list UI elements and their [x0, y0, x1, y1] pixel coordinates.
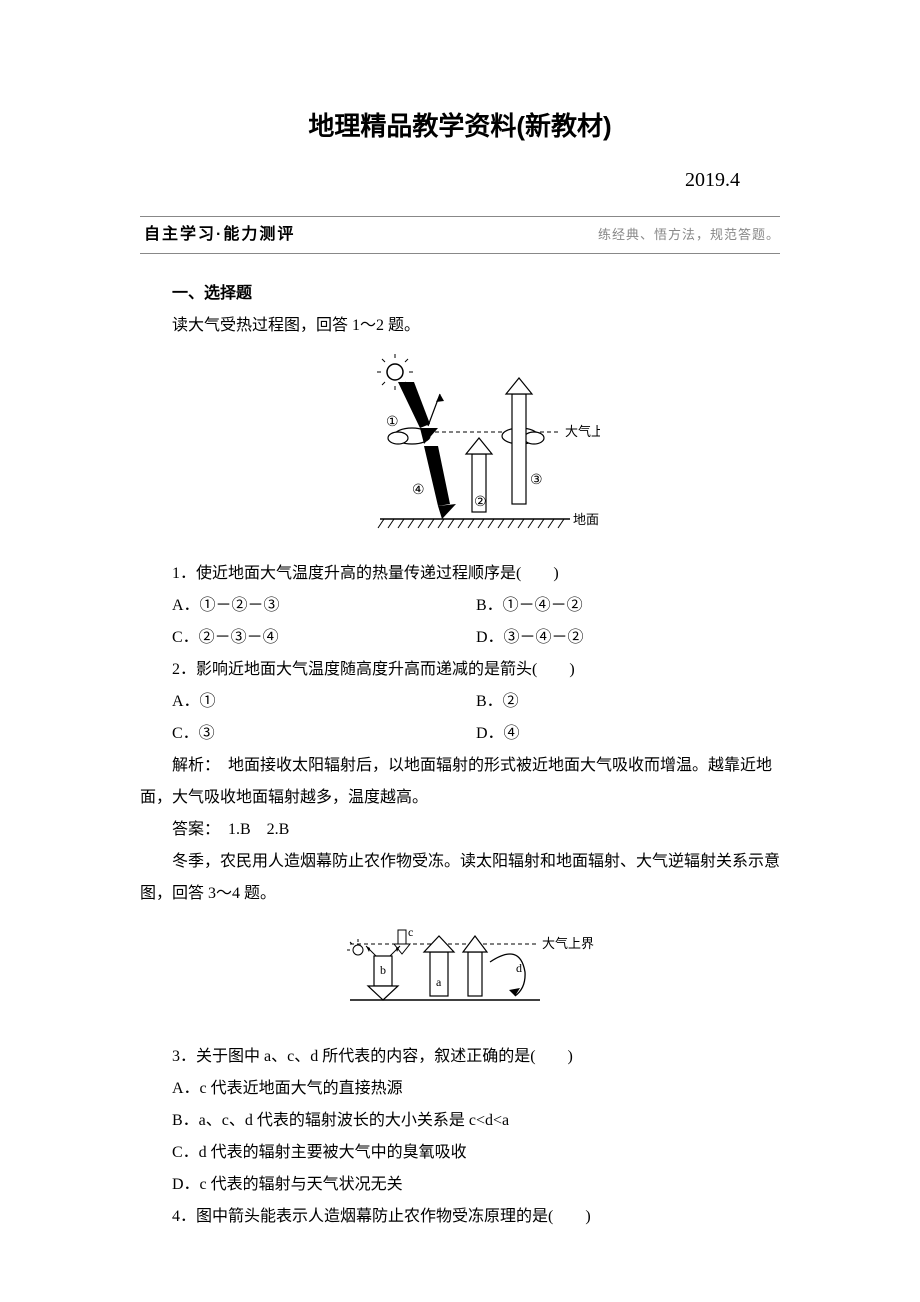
diagram-2: 大气上界 c b a d [140, 922, 780, 1029]
q3-opt-c: C．d 代表的辐射主要被大气中的臭氧吸收 [140, 1137, 780, 1169]
label-c: c [408, 925, 413, 939]
q1-options-row1: A．①－②－③ B．①－④－② [140, 590, 780, 622]
q3-stem: 3．关于图中 a、c、d 所代表的内容，叙述正确的是( ) [140, 1041, 780, 1073]
q2-options-row2: C．③ D．④ [140, 718, 780, 750]
label-upper-2: 大气上界 [542, 936, 594, 951]
marker-2: ② [474, 495, 487, 510]
q2-opt-d: D．④ [476, 718, 780, 750]
q4-stem: 4．图中箭头能表示人造烟幕防止农作物受冻原理的是( ) [140, 1201, 780, 1233]
label-upper-1: 大气上界 [565, 424, 600, 439]
section-heading: 一、选择题 [140, 278, 780, 310]
q2-opt-c: C．③ [172, 718, 476, 750]
label-ground-1: 地面 [573, 512, 599, 527]
label-d: d [516, 961, 522, 975]
q3-opt-b: B．a、c、d 代表的辐射波长的大小关系是 c<d<a [140, 1105, 780, 1137]
intro-1: 读大气受热过程图，回答 1～2 题。 [140, 310, 780, 342]
analysis-1: 解析： 地面接收太阳辐射后，以地面辐射的形式被近地面大气吸收而增温。越靠近地面，… [140, 750, 780, 814]
marker-1: ① [386, 415, 399, 430]
q3-opt-a: A．c 代表近地面大气的直接热源 [140, 1073, 780, 1105]
main-title: 地理精品教学资料(新教材) [140, 100, 780, 152]
intro-2: 冬季，农民用人造烟幕防止农作物受冻。读太阳辐射和地面辐射、大气逆辐射关系示意图，… [140, 846, 780, 910]
q2-stem: 2．影响近地面大气温度随高度升高而递减的是箭头( ) [140, 654, 780, 686]
q1-opt-b: B．①－④－② [476, 590, 780, 622]
marker-3: ③ [530, 473, 543, 488]
q1-opt-a: A．①－②－③ [172, 590, 476, 622]
header-left: 自主学习·能力测评 [140, 219, 299, 251]
q3-opt-d: D．c 代表的辐射与天气状况无关 [140, 1169, 780, 1201]
q1-stem: 1．使近地面大气温度升高的热量传递过程顺序是( ) [140, 558, 780, 590]
header-right: 练经典、悟方法，规范答题。 [598, 222, 780, 248]
header-bar: 自主学习·能力测评 练经典、悟方法，规范答题。 [140, 216, 780, 254]
label-a: a [436, 975, 442, 989]
q2-opt-a: A．① [172, 686, 476, 718]
date: 2019.4 [140, 160, 780, 200]
diagram-1: 大气上界 ① ④ ② ③ [140, 354, 780, 546]
answer-1: 答案： 1.B 2.B [140, 814, 780, 846]
q1-opt-c: C．②－③－④ [172, 622, 476, 654]
marker-4: ④ [412, 483, 425, 498]
q2-options-row1: A．① B．② [140, 686, 780, 718]
q2-opt-b: B．② [476, 686, 780, 718]
q1-options-row2: C．②－③－④ D．③－④－② [140, 622, 780, 654]
q1-opt-d: D．③－④－② [476, 622, 780, 654]
label-b: b [380, 963, 386, 977]
